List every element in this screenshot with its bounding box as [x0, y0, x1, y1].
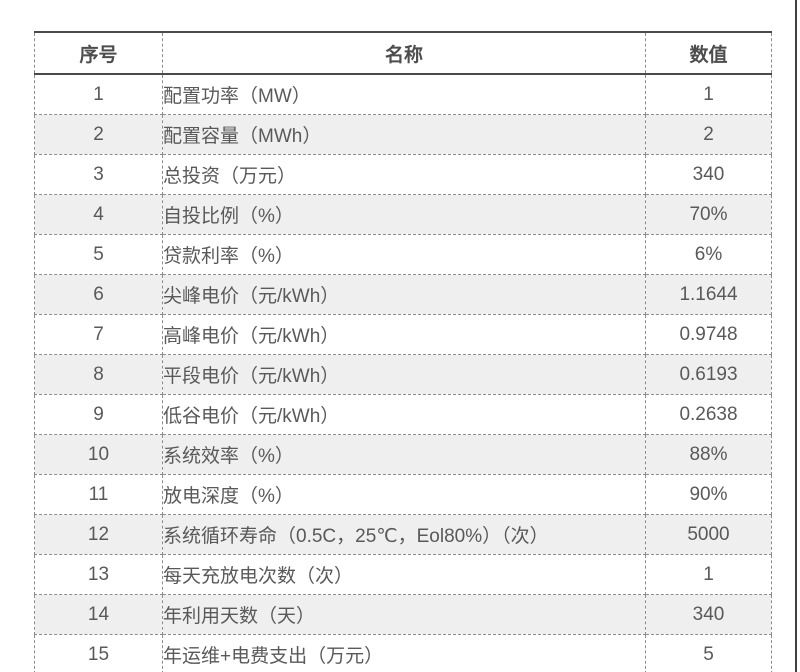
- row-value-cell: 1: [645, 554, 772, 595]
- table-row: 9 低谷电价（元/kWh） 0.2638: [34, 394, 772, 435]
- table-row: 14 年利用天数（天） 340: [34, 594, 772, 635]
- row-index-cell: 6: [34, 274, 163, 315]
- row-index-cell: 9: [34, 394, 163, 435]
- row-index-cell: 5: [34, 234, 163, 275]
- table-row: 5 贷款利率（%） 6%: [34, 234, 772, 275]
- row-value-cell: 0.9748: [645, 314, 772, 355]
- table-row: 2 配置容量（MWh） 2: [34, 114, 772, 155]
- parameters-table: 序号 名称 数值 1 配置功率（MW） 1 2 配置容量（MWh） 2 3 总投…: [34, 31, 772, 672]
- row-index-cell: 11: [34, 474, 163, 515]
- table-row: 3 总投资（万元） 340: [34, 154, 772, 195]
- row-name-cell: 配置功率（MW）: [162, 73, 646, 115]
- row-index-cell: 3: [34, 154, 163, 195]
- table-row: 10 系统效率（%） 88%: [34, 434, 772, 475]
- row-index-cell: 2: [34, 114, 163, 155]
- row-value-cell: 340: [645, 594, 772, 635]
- row-value-cell: 90%: [645, 474, 772, 515]
- row-name-cell: 贷款利率（%）: [162, 234, 646, 275]
- header-index: 序号: [34, 31, 163, 75]
- row-index-cell: 4: [34, 194, 163, 235]
- row-name-cell: 每天充放电次数（次）: [162, 554, 646, 595]
- table-row: 6 尖峰电价（元/kWh） 1.1644: [34, 274, 772, 315]
- row-value-cell: 0.6193: [645, 354, 772, 395]
- page-edge-line: [795, 0, 797, 672]
- row-index-cell: 8: [34, 354, 163, 395]
- row-value-cell: 1.1644: [645, 274, 772, 315]
- row-value-cell: 2: [645, 114, 772, 155]
- row-name-cell: 年运维+电费支出（万元）: [162, 634, 646, 672]
- table-row: 7 高峰电价（元/kWh） 0.9748: [34, 314, 772, 355]
- row-name-cell: 年利用天数（天）: [162, 594, 646, 635]
- row-index-cell: 7: [34, 314, 163, 355]
- row-value-cell: 5: [645, 634, 772, 672]
- row-name-cell: 平段电价（元/kWh）: [162, 354, 646, 395]
- table-row: 12 系统循环寿命（0.5C，25℃，Eol80%）（次） 5000: [34, 514, 772, 555]
- row-value-cell: 0.2638: [645, 394, 772, 435]
- row-value-cell: 1: [645, 73, 772, 115]
- row-name-cell: 尖峰电价（元/kWh）: [162, 274, 646, 315]
- row-name-cell: 放电深度（%）: [162, 474, 646, 515]
- row-name-cell: 低谷电价（元/kWh）: [162, 394, 646, 435]
- table-row: 1 配置功率（MW） 1: [34, 73, 772, 115]
- row-index-cell: 1: [34, 73, 163, 115]
- table-header-row: 序号 名称 数值: [34, 31, 772, 75]
- row-name-cell: 总投资（万元）: [162, 154, 646, 195]
- row-index-cell: 14: [34, 594, 163, 635]
- row-value-cell: 6%: [645, 234, 772, 275]
- row-index-cell: 12: [34, 514, 163, 555]
- table-row: 8 平段电价（元/kWh） 0.6193: [34, 354, 772, 395]
- row-value-cell: 340: [645, 154, 772, 195]
- table-row: 11 放电深度（%） 90%: [34, 474, 772, 515]
- row-value-cell: 5000: [645, 514, 772, 555]
- table-row: 4 自投比例（%） 70%: [34, 194, 772, 235]
- row-name-cell: 配置容量（MWh）: [162, 114, 646, 155]
- row-name-cell: 系统效率（%）: [162, 434, 646, 475]
- row-name-cell: 自投比例（%）: [162, 194, 646, 235]
- table-row: 15 年运维+电费支出（万元） 5: [34, 634, 772, 672]
- header-value: 数值: [645, 31, 772, 75]
- row-index-cell: 15: [34, 634, 163, 672]
- row-index-cell: 13: [34, 554, 163, 595]
- row-name-cell: 高峰电价（元/kWh）: [162, 314, 646, 355]
- row-index-cell: 10: [34, 434, 163, 475]
- header-name: 名称: [162, 31, 646, 75]
- row-value-cell: 88%: [645, 434, 772, 475]
- row-value-cell: 70%: [645, 194, 772, 235]
- table-row: 13 每天充放电次数（次） 1: [34, 554, 772, 595]
- row-name-cell: 系统循环寿命（0.5C，25℃，Eol80%）（次）: [162, 514, 646, 555]
